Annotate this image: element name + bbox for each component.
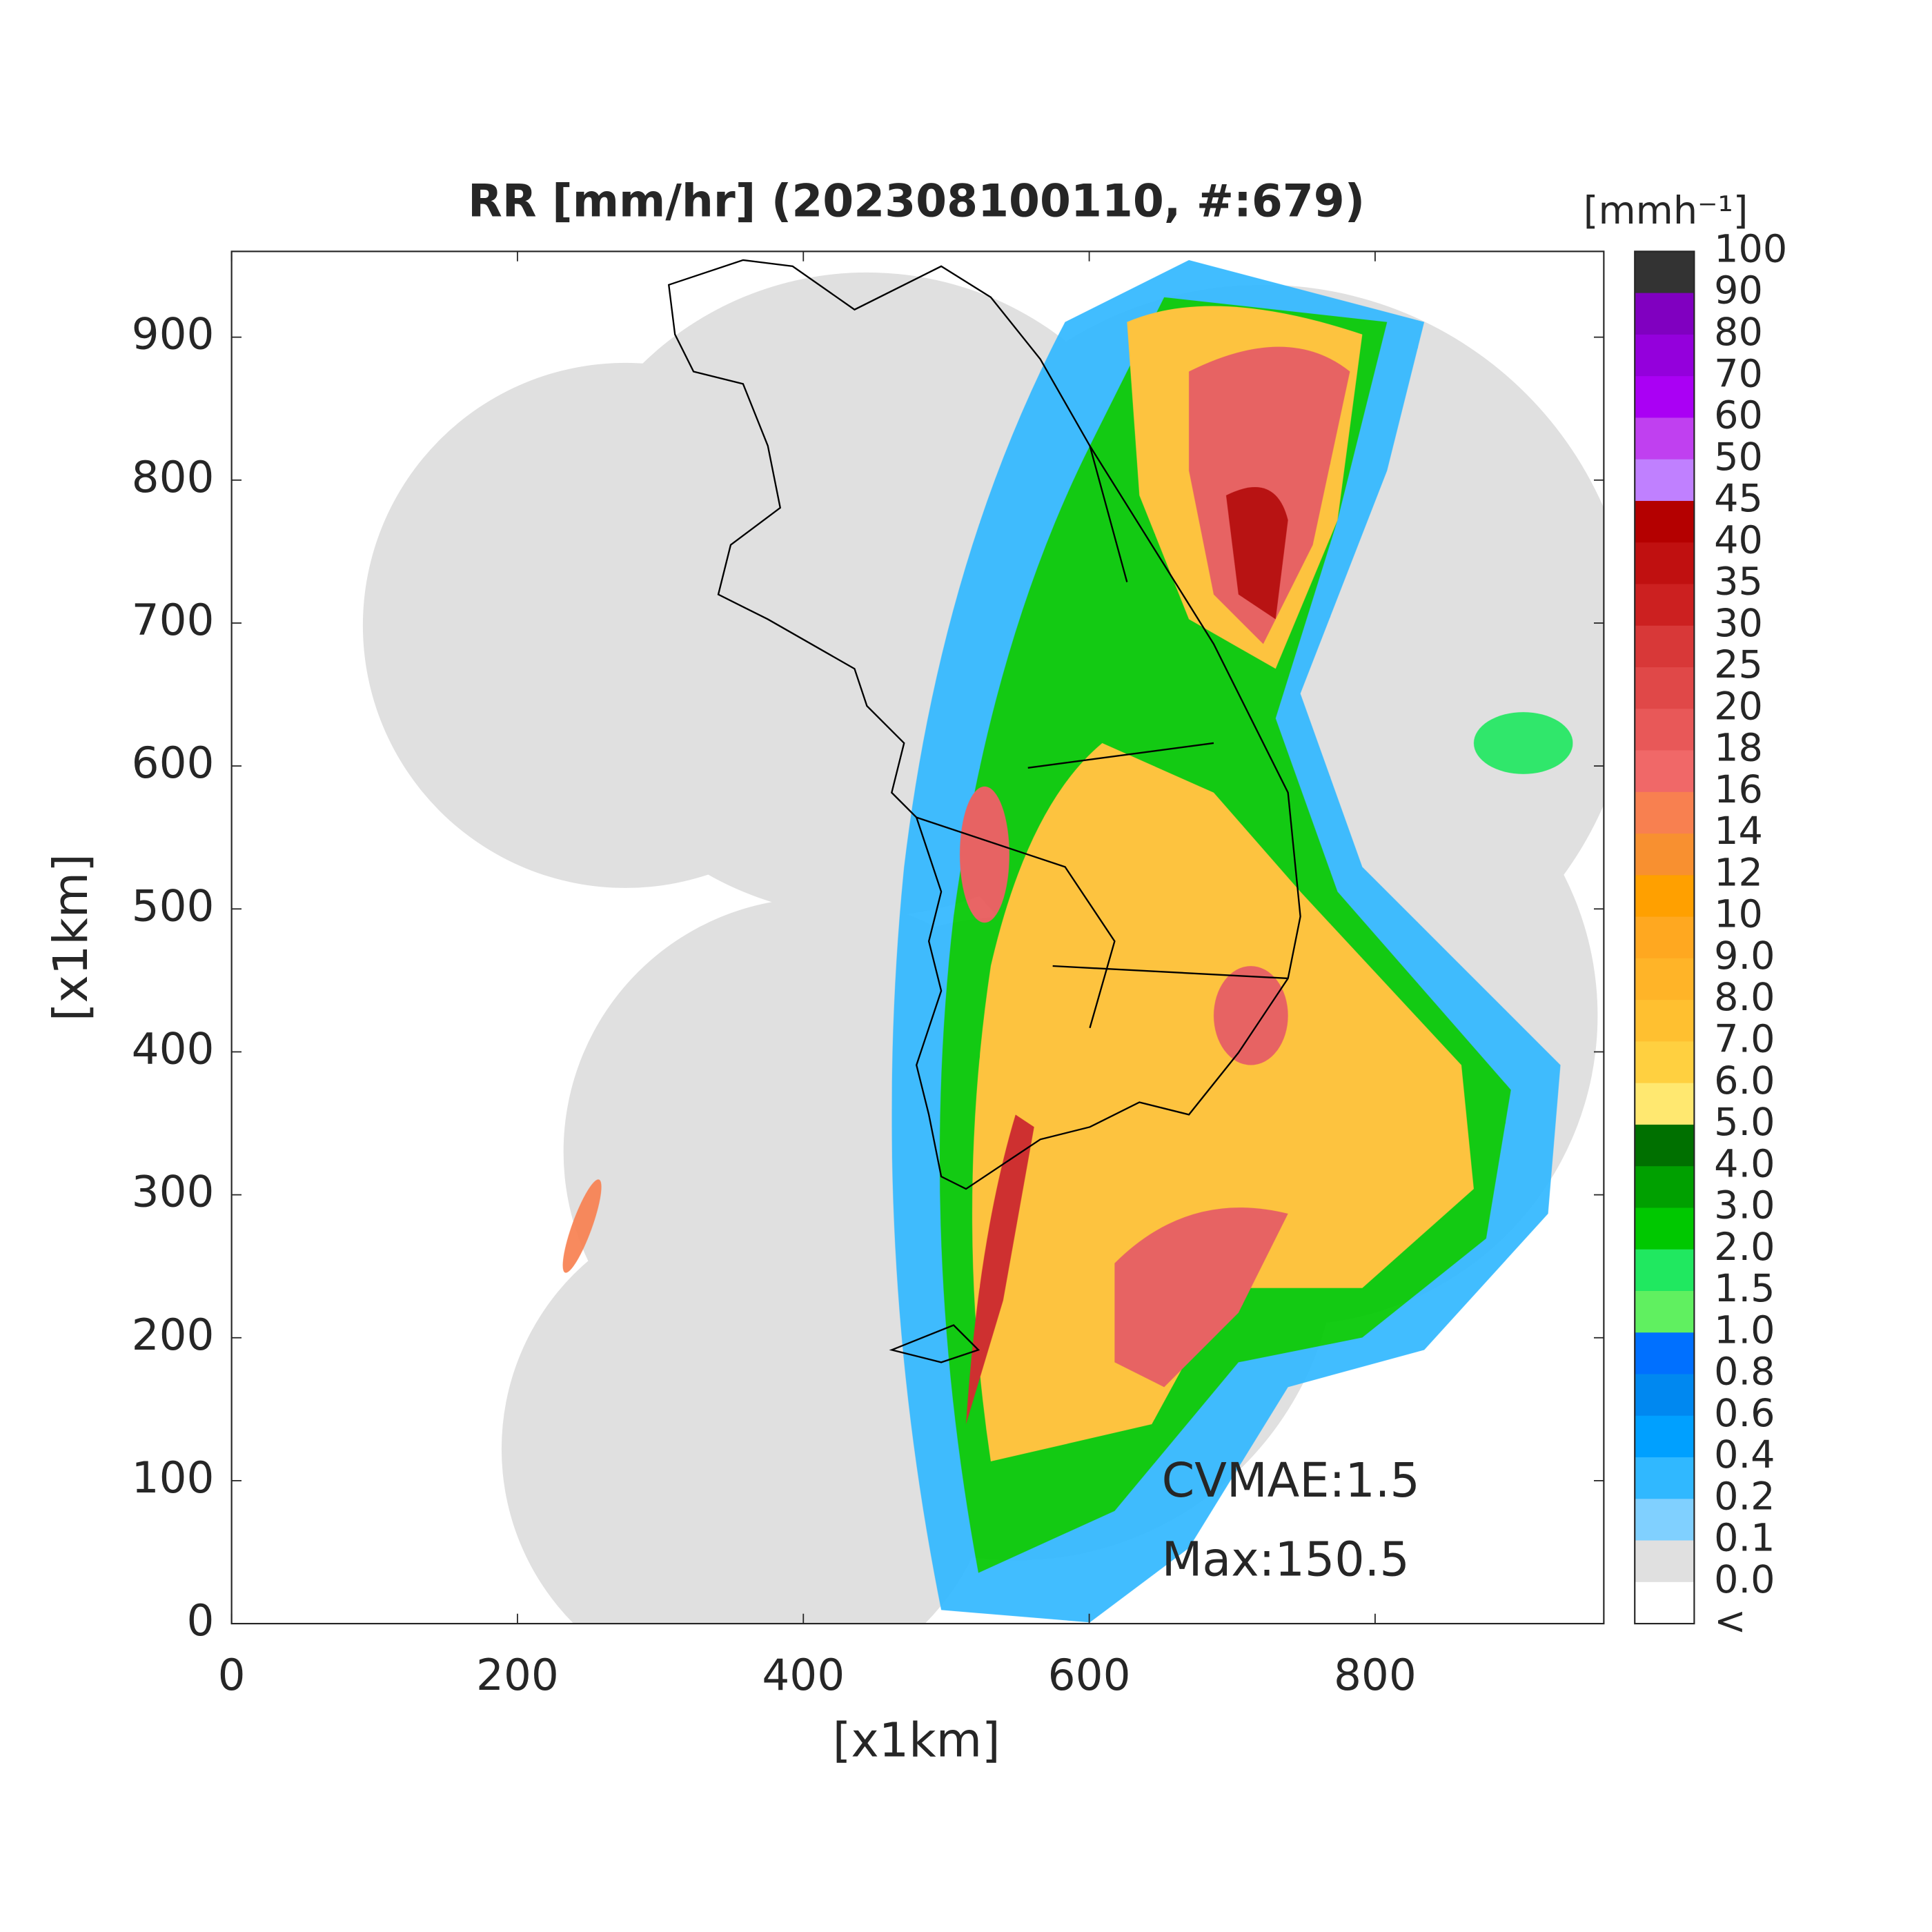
colorbar-label: 9.0 — [1714, 934, 1775, 978]
colorbar-label: 45 — [1714, 476, 1763, 521]
colorbar-swatch — [1635, 1083, 1695, 1125]
colorbar-swatch — [1635, 875, 1695, 918]
colorbar-label: 70 — [1714, 351, 1763, 396]
colorbar-label: 14 — [1714, 809, 1763, 854]
colorbar-label: 18 — [1714, 726, 1763, 771]
colorbar-label: 2.0 — [1714, 1225, 1775, 1270]
colorbar-swatch — [1635, 542, 1695, 585]
colorbar-label: 3.0 — [1714, 1183, 1775, 1228]
colorbar-swatch — [1635, 334, 1695, 377]
y-tick-label: 0 — [187, 1595, 215, 1646]
colorbar-unit: [mmh⁻¹] — [1584, 188, 1748, 233]
colorbar-label: 7.0 — [1714, 1017, 1775, 1062]
colorbar-label: 6.0 — [1714, 1058, 1775, 1103]
y-tick-label: 900 — [132, 309, 215, 359]
colorbar-label: 0.6 — [1714, 1391, 1775, 1436]
x-tick-label: 400 — [762, 1650, 845, 1700]
y-tick-label: 500 — [132, 880, 215, 931]
x-tick-label: 600 — [1048, 1650, 1131, 1700]
colorbar-label: 90 — [1714, 268, 1763, 313]
colorbar-label: 0.8 — [1714, 1350, 1775, 1394]
colorbar-label: 4.0 — [1714, 1141, 1775, 1186]
colorbar-swatch — [1635, 1415, 1695, 1458]
colorbar-label: 1.0 — [1714, 1308, 1775, 1352]
colorbar-label: 5.0 — [1714, 1100, 1775, 1145]
colorbar-label: 35 — [1714, 560, 1763, 604]
x-tick-label: 0 — [218, 1650, 246, 1700]
colorbar-swatch — [1635, 834, 1695, 876]
colorbar-swatch — [1635, 376, 1695, 419]
colorbar-swatch — [1635, 1581, 1695, 1624]
annotation: Max:150.5 — [1162, 1533, 1410, 1588]
colorbar-label: 30 — [1714, 601, 1763, 646]
colorbar-swatch — [1635, 958, 1695, 1001]
coastline — [667, 259, 1301, 1363]
colorbar-label: 12 — [1714, 850, 1763, 895]
colorbar-label: 40 — [1714, 518, 1763, 562]
y-tick-label: 800 — [132, 452, 215, 502]
colorbar-swatch — [1635, 293, 1695, 335]
y-tick-label: 600 — [132, 738, 215, 788]
colorbar-swatch — [1635, 1000, 1695, 1043]
colorbar-swatch — [1635, 500, 1695, 544]
colorbar-label: 0.4 — [1714, 1432, 1775, 1477]
colorbar-label: 25 — [1714, 642, 1763, 687]
colorbar-swatch — [1635, 750, 1695, 793]
colorbar-swatch — [1635, 1290, 1695, 1334]
colorbar-label: 50 — [1714, 435, 1763, 480]
colorbar-label: 8.0 — [1714, 975, 1775, 1020]
x-tick-label: 200 — [476, 1650, 559, 1700]
colorbar-label: 10 — [1714, 892, 1763, 937]
colorbar-label: 80 — [1714, 310, 1763, 355]
colorbar-label: 0.0 — [1714, 1557, 1775, 1602]
colorbar-swatch — [1635, 1124, 1695, 1167]
colorbar-swatch — [1635, 1374, 1695, 1417]
x-tick-label: 800 — [1334, 1650, 1417, 1700]
colorbar-label: < — [1714, 1599, 1746, 1644]
colorbar-swatch — [1635, 1499, 1695, 1541]
colorbar-swatch — [1635, 1166, 1695, 1209]
colorbar-swatch — [1635, 625, 1695, 668]
colorbar-swatch — [1635, 1457, 1695, 1500]
colorbar-label: 1.5 — [1714, 1266, 1775, 1311]
colorbar-swatch — [1635, 1540, 1695, 1583]
x-axis-label: [x1km] — [833, 1714, 1000, 1768]
y-tick-label: 100 — [132, 1452, 215, 1503]
colorbar-swatch — [1635, 791, 1695, 834]
colorbar-swatch — [1635, 584, 1695, 627]
colorbar-swatch — [1635, 251, 1695, 294]
colorbar-label: 60 — [1714, 393, 1763, 438]
radar-map — [362, 259, 1604, 1624]
y-tick-label: 700 — [132, 595, 215, 645]
colorbar-swatch — [1635, 709, 1695, 751]
axes-frame — [230, 250, 1605, 1625]
colorbar-swatch — [1635, 1332, 1695, 1375]
colorbar-swatch — [1635, 1208, 1695, 1250]
y-tick-label: 200 — [132, 1310, 215, 1360]
colorbar-swatch — [1635, 916, 1695, 959]
colorbar-label: 0.1 — [1714, 1516, 1775, 1561]
y-axis-label: [x1km] — [44, 854, 99, 1021]
colorbar-label: 100 — [1714, 226, 1787, 271]
colorbar-swatch — [1635, 417, 1695, 460]
colorbar-swatch — [1635, 1249, 1695, 1292]
colorbar-swatch — [1635, 459, 1695, 502]
colorbar-label: 0.2 — [1714, 1474, 1775, 1519]
annotation: CVMAE:1.5 — [1162, 1454, 1420, 1508]
y-tick-label: 300 — [132, 1167, 215, 1217]
colorbar-swatch — [1635, 667, 1695, 710]
y-tick-label: 400 — [132, 1024, 215, 1074]
precipitation — [562, 259, 1573, 1623]
colorbar-frame — [1634, 250, 1695, 1625]
colorbar-label: 20 — [1714, 684, 1763, 729]
title: RR [mm/hr] (202308100110, #:679) — [468, 176, 1365, 228]
colorbar-label: 16 — [1714, 767, 1763, 812]
colorbar-swatch — [1635, 1041, 1695, 1084]
